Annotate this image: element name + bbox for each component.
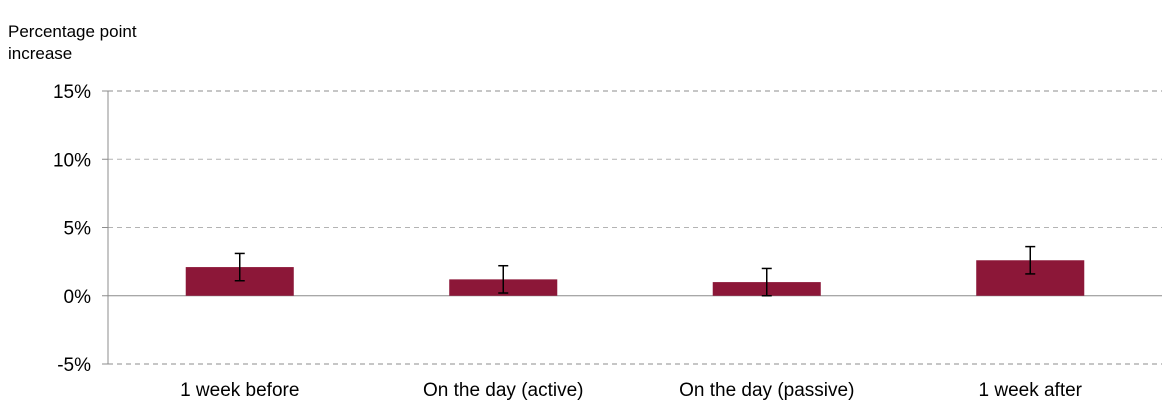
y-tick-label-3: 0% (64, 287, 92, 308)
error-bar-0 (234, 252, 245, 282)
axes (102, 90, 109, 365)
gridlines (108, 90, 1162, 365)
x-tick-labels: 1 week before On the day (active) On the d… (180, 380, 1083, 401)
x-tick-label-1: On the day (active) (423, 380, 584, 401)
y-tick-label-1: 10% (53, 150, 91, 171)
error-bars (234, 245, 1036, 297)
bars (185, 260, 1085, 296)
x-tick-label-3: 1 week after (979, 380, 1083, 401)
y-tick-labels: 15% 10% 5% 0% -5% (53, 82, 91, 376)
y-tick-label-4: -5% (57, 355, 91, 376)
error-bar-1 (498, 264, 509, 294)
x-tick-label-2: On the day (passive) (679, 380, 854, 401)
y-tick-label-0: 15% (53, 82, 91, 103)
y-axis-title-line-2: increase (8, 44, 72, 63)
error-bar-3 (1025, 245, 1036, 275)
y-axis-title: Percentage point increase (8, 22, 137, 63)
y-tick-label-2: 5% (64, 219, 92, 240)
x-tick-label-0: 1 week before (180, 380, 299, 401)
y-axis-title-line-1: Percentage point (8, 22, 137, 41)
error-bar-2 (761, 267, 772, 297)
